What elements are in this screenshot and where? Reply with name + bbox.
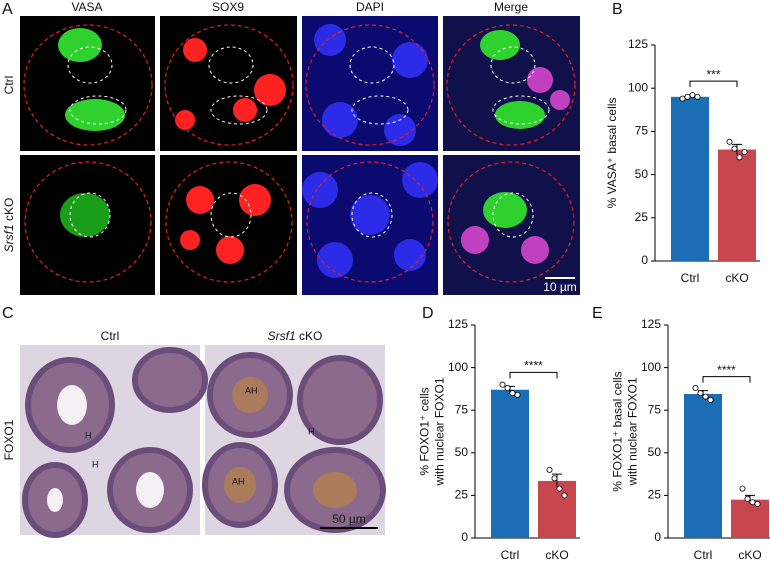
row-label: Ctrl — [2, 76, 16, 95]
gene: Srsf1 — [2, 224, 16, 252]
scale-bar-label: 10 µm — [543, 280, 577, 294]
annotation: H — [85, 430, 92, 440]
data-point — [702, 393, 709, 400]
significance-bracket — [509, 371, 558, 379]
x-tick-label: cKO — [738, 548, 761, 562]
annotation: AH — [245, 385, 258, 395]
panel-a-images — [20, 16, 580, 295]
row-suffix: cKO — [2, 198, 16, 221]
data-point — [694, 93, 701, 100]
bar — [684, 394, 722, 538]
data-point — [504, 385, 511, 392]
bar — [718, 149, 756, 261]
data-point — [754, 500, 761, 507]
y-axis-label: with nuclear FOXO1 — [626, 377, 640, 486]
row-label: FOXO1 — [2, 419, 16, 460]
scale-bar-label: 50 µm — [332, 512, 366, 526]
column-label: DAPI — [356, 0, 384, 14]
column-suffix: cKO — [299, 329, 322, 343]
significance: **** — [524, 359, 543, 373]
bar — [538, 480, 576, 538]
data-point — [749, 499, 756, 506]
data-point — [736, 154, 743, 161]
y-tick-label: 75 — [635, 124, 649, 138]
panel-label: B — [612, 1, 623, 18]
panel-c-images — [20, 345, 386, 538]
row-label: Srsf1 cKO — [2, 198, 16, 253]
data-point — [551, 475, 558, 482]
data-point — [684, 93, 691, 100]
y-tick-label: 125 — [448, 317, 468, 331]
column-label: SOX9 — [212, 0, 244, 14]
data-point — [509, 390, 516, 397]
significance-bracket — [689, 80, 738, 88]
panel-label: C — [2, 305, 14, 322]
panel-label: E — [592, 305, 603, 322]
x-tick-label: cKO — [545, 548, 568, 562]
data-point — [739, 485, 746, 492]
y-axis-label: % FOXO1⁺ basal cells — [611, 371, 625, 491]
bar — [731, 499, 769, 538]
annotation: AH — [232, 476, 245, 486]
annotation: H — [308, 426, 315, 436]
annotation: H — [92, 459, 99, 469]
panel-label: A — [2, 1, 13, 18]
significance: *** — [706, 67, 720, 81]
y-axis-label: % FOXO1⁺ cells — [418, 387, 432, 475]
y-tick-label: 100 — [448, 360, 468, 374]
y-tick-label: 0 — [641, 253, 648, 267]
significance-bracket — [702, 376, 751, 383]
column-label: VASA — [71, 0, 102, 14]
data-point — [561, 492, 568, 499]
y-tick-label: 50 — [635, 167, 649, 181]
data-point — [556, 485, 563, 492]
y-tick-label: 50 — [648, 445, 662, 459]
y-axis-label: % VASA⁺ basal cells — [605, 98, 619, 209]
y-tick-label: 125 — [628, 37, 648, 51]
data-point — [689, 92, 696, 99]
data-point — [546, 466, 553, 473]
data-point — [731, 145, 738, 152]
data-point — [697, 390, 704, 397]
y-tick-label: 75 — [648, 402, 662, 416]
panel-label: D — [422, 305, 434, 322]
column-label: Ctrl — [101, 329, 120, 343]
y-tick-label: 25 — [648, 488, 662, 502]
significance: **** — [717, 363, 736, 377]
y-tick-label: 50 — [455, 445, 469, 459]
y-tick-label: 25 — [635, 210, 649, 224]
y-axis-label: with nuclear FOXO1 — [433, 377, 447, 486]
data-point — [744, 495, 751, 502]
data-point — [499, 381, 506, 388]
data-point — [692, 385, 699, 392]
bar — [671, 96, 709, 261]
y-tick-label: 100 — [641, 360, 661, 374]
x-tick-label: Ctrl — [681, 271, 700, 285]
bar — [491, 389, 529, 538]
column-label: Srsf1 cKO — [268, 329, 323, 343]
x-tick-label: cKO — [725, 271, 748, 285]
y-tick-label: 0 — [461, 530, 468, 544]
y-tick-label: 100 — [628, 80, 648, 94]
y-tick-label: 0 — [654, 530, 661, 544]
data-point — [741, 149, 748, 156]
column-label: Merge — [494, 0, 528, 14]
data-point — [679, 95, 686, 102]
y-tick-label: 75 — [455, 402, 469, 416]
data-point — [707, 396, 714, 403]
x-tick-label: Ctrl — [501, 548, 520, 562]
data-point — [726, 138, 733, 145]
x-tick-label: Ctrl — [694, 548, 713, 562]
data-point — [514, 391, 521, 398]
gene: Srsf1 — [268, 329, 296, 343]
y-tick-label: 25 — [455, 488, 469, 502]
y-tick-label: 125 — [641, 317, 661, 331]
error-bar — [552, 473, 562, 488]
